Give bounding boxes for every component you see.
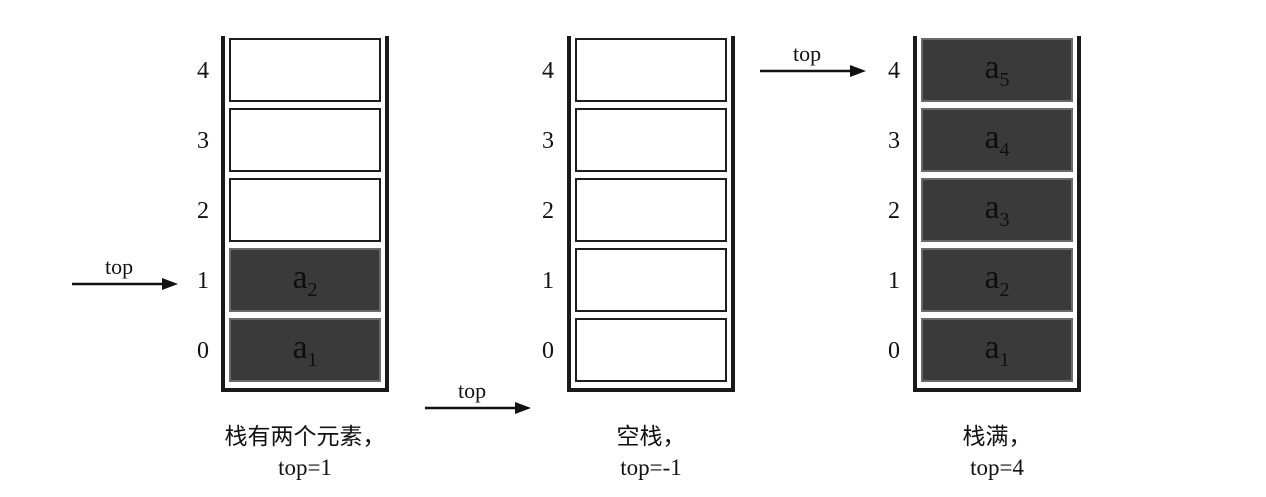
stack-container: a2 a1: [221, 36, 389, 392]
top-pointer-arrow-icon: [72, 278, 178, 290]
element-label: a4: [984, 118, 1010, 161]
element-label: a5: [984, 48, 1010, 91]
element-label: a1: [984, 328, 1010, 371]
stack-cell-3: [229, 108, 381, 172]
stack-cell-4: [575, 38, 727, 102]
stack-container: [567, 36, 735, 392]
index-label: 0: [197, 338, 209, 364]
index-label: 3: [197, 128, 209, 154]
index-label: 4: [542, 58, 554, 84]
stack-cell-1: [575, 248, 727, 312]
stack-cell-1: a2: [921, 248, 1073, 312]
stack-caption: 栈满， top=4: [867, 420, 1127, 484]
top-pointer-arrow-icon: [425, 402, 531, 414]
stack-cell-1: a2: [229, 248, 381, 312]
index-label: 0: [542, 338, 554, 364]
caption-top-value: top=4: [970, 455, 1024, 480]
index-label: 2: [197, 198, 209, 224]
index-label: 2: [542, 198, 554, 224]
stack-cell-3: a4: [921, 108, 1073, 172]
index-label: 2: [888, 198, 900, 224]
index-label: 1: [542, 268, 554, 294]
stack-cell-0: a1: [921, 318, 1073, 382]
element-label: a3: [984, 188, 1010, 231]
top-pointer-label: top: [105, 254, 134, 279]
element-label: a2: [984, 258, 1010, 301]
index-label: 1: [197, 268, 209, 294]
index-label: 3: [542, 128, 554, 154]
element-label: a2: [292, 258, 318, 301]
caption-description: 栈满，: [962, 423, 1032, 449]
element-label: a1: [292, 328, 318, 371]
caption-description: 栈有两个元素，: [224, 423, 386, 449]
stack-cell-2: [575, 178, 727, 242]
caption-top-value: top=1: [278, 455, 332, 480]
caption-description: 空栈，: [616, 423, 686, 449]
stack-cell-4: [229, 38, 381, 102]
top-pointer-arrow-icon: [760, 65, 866, 77]
index-label: 1: [888, 268, 900, 294]
index-label: 4: [197, 58, 209, 84]
index-label: 4: [888, 58, 900, 84]
stack-cell-3: [575, 108, 727, 172]
stack-cell-2: [229, 178, 381, 242]
top-pointer-label: top: [793, 41, 822, 66]
stack-caption: 栈有两个元素， top=1: [175, 420, 435, 484]
stack-cell-2: a3: [921, 178, 1073, 242]
stack-cell-0: [575, 318, 727, 382]
index-label: 0: [888, 338, 900, 364]
stack-cell-0: a1: [229, 318, 381, 382]
stack-container: a5 a4 a3 a2 a1: [913, 36, 1081, 392]
stack-caption: 空栈， top=-1: [521, 420, 781, 484]
stack-cell-4: a5: [921, 38, 1073, 102]
index-label: 3: [888, 128, 900, 154]
caption-top-value: top=-1: [620, 455, 682, 480]
top-pointer-label: top: [458, 378, 487, 403]
